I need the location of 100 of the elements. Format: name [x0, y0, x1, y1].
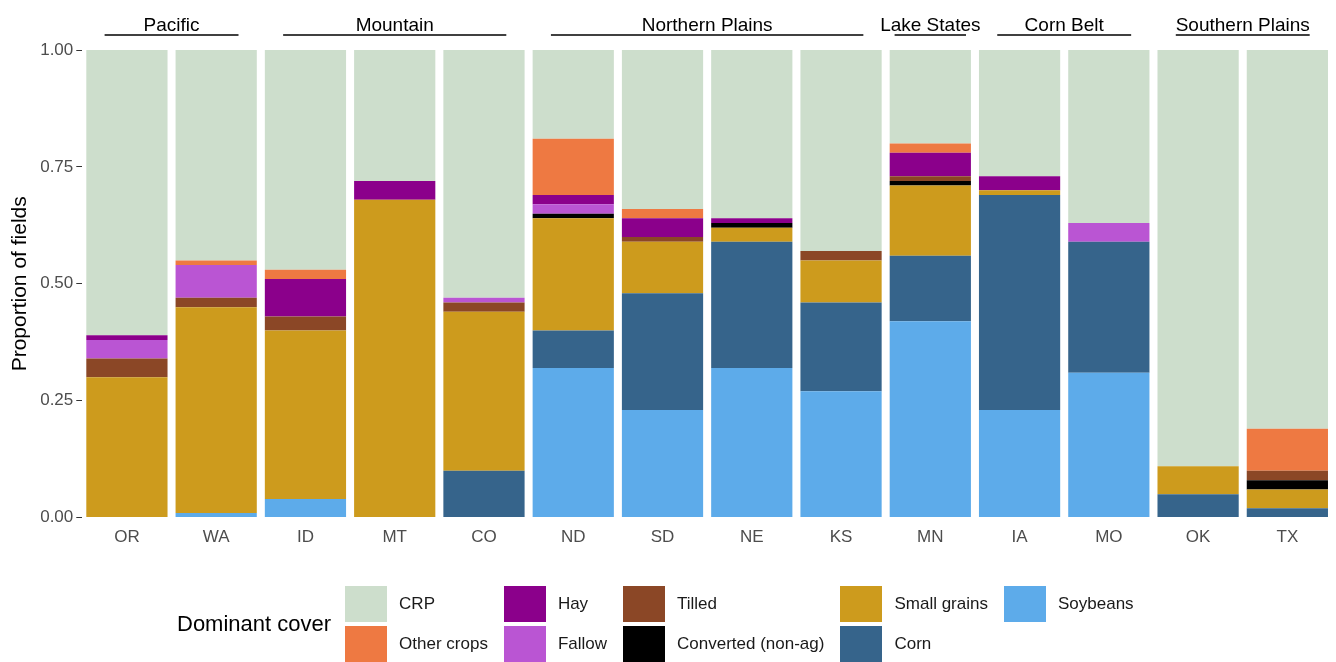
x-tick-label: NE: [739, 527, 764, 547]
bar: [1157, 466, 1239, 495]
text: Mountain: [355, 14, 434, 35]
bar: [889, 50, 971, 144]
bar: [175, 260, 257, 266]
bar: [86, 339, 168, 359]
bar: [978, 190, 1061, 195]
bar: [711, 50, 793, 219]
bar: [1068, 223, 1150, 242]
bar: [86, 50, 168, 336]
legend-label: Converted (non-ag): [677, 634, 825, 654]
bar: [978, 50, 1061, 177]
bar: [800, 251, 882, 261]
y-tick-label: 0.00: [40, 507, 74, 527]
y-axis-title: Proportion of fields: [7, 196, 31, 372]
bar: [264, 330, 347, 499]
bar: [175, 50, 257, 261]
bar: [532, 204, 614, 214]
x-tick-label: ID: [296, 527, 314, 547]
bar: [443, 311, 525, 471]
bar: [532, 50, 614, 139]
x-tick-label: MO: [1095, 527, 1123, 547]
bar: [264, 498, 347, 518]
bar: [1068, 50, 1150, 224]
legend-label: Soybeans: [1057, 594, 1134, 614]
text: Southern Plains: [1175, 14, 1310, 35]
x-tick-label: OR: [114, 527, 140, 547]
bar: [532, 218, 614, 331]
bar: [1068, 372, 1150, 518]
bar: [264, 316, 347, 331]
bar: [354, 180, 436, 200]
legend-title: Dominant cover: [177, 611, 332, 637]
legend-label: Fallow: [557, 634, 608, 654]
bar: [443, 50, 525, 298]
bar: [711, 241, 793, 368]
bar: [175, 265, 257, 298]
bar: [621, 50, 704, 209]
bar: [532, 138, 614, 195]
legend-label: Tilled: [677, 594, 718, 614]
bar: [889, 143, 971, 153]
bar: [800, 260, 882, 303]
bar: [1157, 494, 1239, 518]
bar: [621, 208, 704, 219]
bar: [354, 50, 436, 181]
bar: [532, 330, 614, 368]
bar: [621, 241, 704, 294]
legend-label: CRP: [399, 594, 435, 614]
legend-label: Corn: [894, 634, 932, 654]
bar: [1246, 508, 1328, 518]
x-tick-label: WA: [202, 527, 231, 547]
bar: [889, 176, 971, 181]
bar: [800, 302, 882, 392]
bar: [1246, 480, 1328, 490]
bar: [86, 358, 168, 378]
bar: [800, 50, 882, 252]
bar: [889, 180, 971, 186]
bar: [354, 199, 436, 518]
bar: [175, 297, 257, 308]
bar: [711, 223, 793, 228]
x-tick-label: IA: [1011, 527, 1029, 547]
x-tick-label: MT: [382, 527, 407, 547]
legend-label: Small grains: [894, 594, 988, 614]
bar: [621, 410, 704, 518]
bar: [621, 218, 704, 238]
bar: [264, 279, 347, 317]
bar: [978, 410, 1061, 518]
bar: [1157, 50, 1239, 467]
x-tick-label: MN: [917, 527, 944, 547]
bar: [86, 335, 168, 340]
x-tick-label: CO: [471, 527, 497, 547]
y-tick-label: 1.00: [40, 39, 74, 59]
bar: [978, 176, 1061, 191]
bar: [1246, 489, 1328, 509]
x-tick-label: SD: [650, 527, 675, 547]
legend-label: Hay: [557, 594, 589, 614]
bar: [1246, 428, 1328, 471]
bar: [264, 269, 347, 280]
x-tick-label: TX: [1276, 527, 1299, 547]
y-tick-label: 0.75: [40, 156, 74, 176]
x-tick-label: ND: [560, 527, 586, 547]
bar: [711, 218, 793, 224]
y-tick-label: 0.50: [40, 273, 74, 293]
bar: [1246, 470, 1328, 481]
bar: [978, 194, 1061, 411]
bar: [711, 227, 793, 242]
y-tick-label: 0.25: [40, 390, 74, 410]
x-tick-label: OK: [1185, 527, 1212, 547]
bar: [175, 512, 257, 518]
bar: [175, 307, 257, 513]
bar: [1246, 50, 1328, 429]
text: Pacific: [143, 14, 200, 35]
bar: [889, 152, 971, 177]
bar: [1068, 241, 1150, 373]
text: Lake States: [880, 14, 981, 35]
bar: [889, 185, 971, 256]
bar: [889, 255, 971, 322]
bar: [621, 293, 704, 411]
text: Corn Belt: [1024, 14, 1105, 35]
bar: [532, 367, 614, 518]
legend-label: Other crops: [399, 634, 488, 654]
